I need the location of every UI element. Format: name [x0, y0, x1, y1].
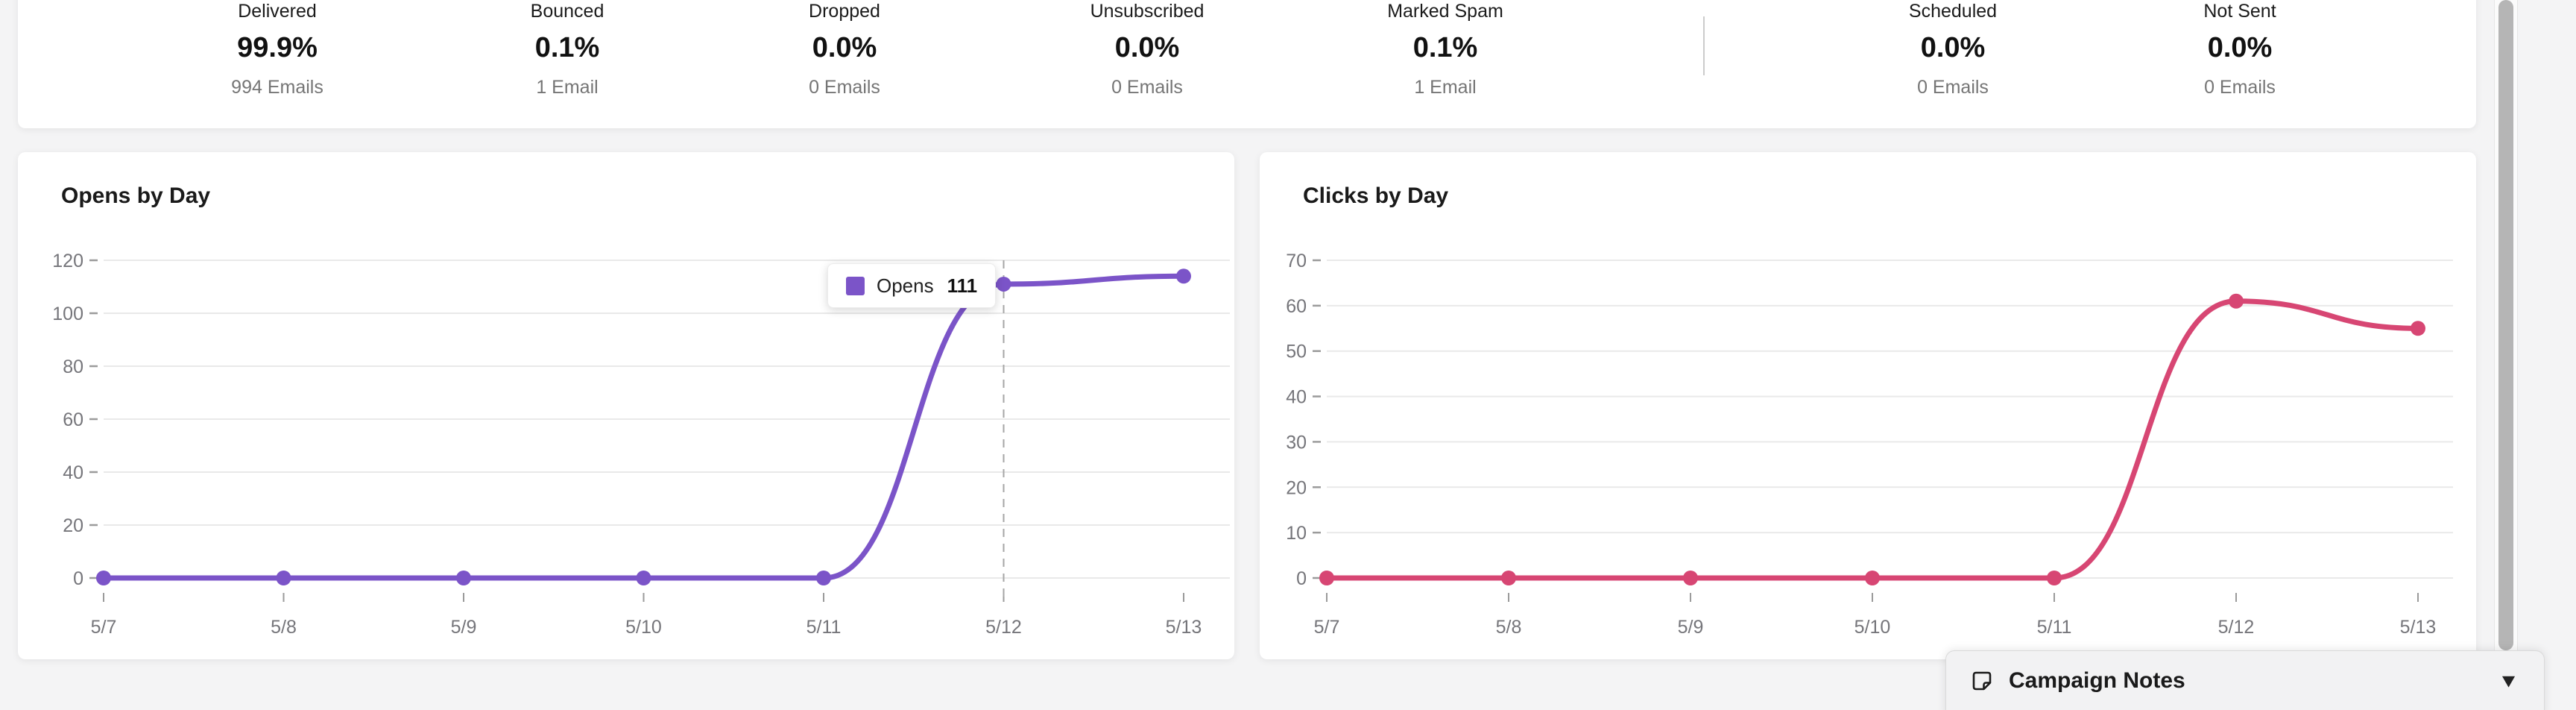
x-tick-label: 5/13 — [1166, 617, 1202, 638]
x-tick-label: 5/8 — [1496, 617, 1522, 638]
clicks-data-point[interactable] — [1683, 571, 1698, 585]
stat-sublabel: 1 Email — [1414, 77, 1477, 98]
y-tick-label: 60 — [1286, 296, 1307, 317]
opens-line — [101, 273, 1187, 581]
campaign-notes-panel: Campaign Notes ▾ — [1945, 650, 2545, 710]
clicks-data-point[interactable] — [2047, 571, 2062, 585]
y-tick-label: 20 — [1286, 477, 1307, 498]
y-tick-label: 70 — [1286, 251, 1307, 271]
stat-sublabel: 0 Emails — [2204, 77, 2276, 98]
clicks-by-day-card: 70 60 50 40 30 20 10 0 5/7 5/8 5/9 5/10 5/11 5/12 5/13… — [1260, 152, 2476, 659]
clicks-data-point[interactable] — [1319, 571, 1334, 585]
opens-data-point[interactable] — [456, 571, 471, 585]
y-tick-label: 60 — [63, 409, 83, 430]
y-tick-label: 50 — [1286, 342, 1307, 362]
x-tick-label: 5/12 — [985, 617, 1022, 638]
clicks-data-point[interactable] — [1865, 571, 1880, 585]
opens-series-swatch — [846, 276, 865, 295]
tooltip-series-value: 111 — [947, 274, 978, 297]
stat-percent: 0.0% — [2207, 32, 2273, 63]
vertical-scrollbar-thumb[interactable] — [2498, 0, 2513, 650]
opens-data-point[interactable] — [96, 571, 111, 585]
x-tick-label: 5/8 — [271, 617, 297, 638]
stat-percent: 0.1% — [1412, 32, 1478, 63]
x-tick-label: 5/7 — [91, 617, 117, 638]
stat-sublabel: 994 Emails — [231, 77, 323, 98]
opens-chart-title: Opens by Day — [61, 183, 211, 208]
y-tick-label: 0 — [1296, 568, 1307, 589]
opens-data-point[interactable] — [636, 571, 651, 585]
campaign-notes-header[interactable]: Campaign Notes ▾ — [1946, 651, 2544, 710]
stat-delivered: Delivered 99.9% 994 Emails — [143, 0, 411, 128]
stat-label: Bounced — [530, 1, 604, 22]
stat-unsubscribed: Unsubscribed 0.0% 0 Emails — [1013, 0, 1281, 128]
clicks-data-point[interactable] — [2411, 321, 2425, 336]
clicks-data-point[interactable] — [2229, 293, 2244, 309]
stat-bounced: Bounced 0.1% 1 Email — [433, 0, 701, 128]
x-tick-label: 5/7 — [1314, 617, 1340, 638]
clicks-chart-title: Clicks by Day — [1303, 183, 1449, 208]
opens-tooltip: Opens 111 — [827, 263, 997, 308]
opens-data-point[interactable] — [996, 276, 1011, 292]
stat-sublabel: 1 Email — [536, 77, 599, 98]
y-tick-label: 80 — [63, 356, 83, 377]
stat-marked-spam: Marked Spam 0.1% 1 Email — [1311, 0, 1579, 128]
stats-summary-card: Delivered 99.9% 994 Emails Bounced 0.1% 1 Ema… — [18, 0, 2476, 128]
stat-percent: 99.9% — [237, 32, 318, 63]
x-tick-label: 5/11 — [806, 617, 842, 638]
stats-divider — [1703, 16, 1705, 75]
x-tick-label: 5/12 — [2218, 617, 2255, 638]
tooltip-series-label: Opens — [877, 274, 934, 297]
opens-data-point[interactable] — [816, 571, 831, 585]
x-tick-label: 5/11 — [2037, 617, 2072, 638]
y-tick-label: 30 — [1286, 432, 1307, 453]
x-tick-label: 5/10 — [625, 617, 662, 638]
caret-down-icon[interactable]: ▾ — [2501, 668, 2516, 693]
x-tick-label: 5/9 — [1678, 617, 1704, 638]
stat-percent: 0.0% — [1114, 32, 1180, 63]
stat-sublabel: 0 Emails — [1111, 77, 1183, 98]
stat-label: Dropped — [809, 1, 880, 22]
stat-sublabel: 0 Emails — [809, 77, 880, 98]
y-tick-label: 0 — [73, 568, 83, 589]
opens-chart: 120 100 80 60 40 20 0 5/7 5/8 5/9 5/10 5/11 5/12 5/13 — [52, 251, 1230, 638]
x-tick-label: 5/13 — [2400, 617, 2437, 638]
opens-data-point[interactable] — [1176, 268, 1191, 284]
x-tick-label: 5/9 — [451, 617, 477, 638]
stat-dropped: Dropped 0.0% 0 Emails — [710, 0, 979, 128]
y-tick-label: 120 — [52, 251, 83, 271]
stat-not-sent: Not Sent 0.0% 0 Emails — [2106, 0, 2374, 128]
y-tick-label: 20 — [63, 515, 83, 536]
stat-label: Marked Spam — [1387, 1, 1503, 22]
y-tick-label: 100 — [52, 304, 83, 324]
stat-label: Delivered — [238, 1, 317, 22]
stat-percent: 0.0% — [1920, 32, 1986, 63]
stat-percent: 0.1% — [534, 32, 600, 63]
stat-label: Not Sent — [2203, 1, 2276, 22]
clicks-chart: 70 60 50 40 30 20 10 0 5/7 5/8 5/9 5/10 5/11 5/12 5/13 — [1286, 251, 2453, 638]
stat-label: Scheduled — [1908, 1, 1998, 22]
y-tick-label: 40 — [63, 462, 83, 483]
clicks-line — [1324, 298, 2421, 581]
y-tick-label: 40 — [1286, 387, 1307, 408]
opens-data-point[interactable] — [276, 571, 291, 585]
stat-percent: 0.0% — [812, 32, 877, 63]
y-tick-label: 10 — [1286, 523, 1307, 544]
x-tick-label: 5/10 — [1854, 617, 1891, 638]
stat-scheduled: Scheduled 0.0% 0 Emails — [1819, 0, 2087, 128]
stat-label: Unsubscribed — [1090, 1, 1205, 22]
note-icon — [1972, 671, 1992, 691]
campaign-notes-title: Campaign Notes — [2009, 668, 2185, 693]
opens-by-day-card: 120 100 80 60 40 20 0 5/7 5/8 5/9 5/10 5/11 5/12 5/13… — [18, 152, 1234, 659]
clicks-data-point[interactable] — [1501, 571, 1516, 585]
stat-sublabel: 0 Emails — [1917, 77, 1989, 98]
